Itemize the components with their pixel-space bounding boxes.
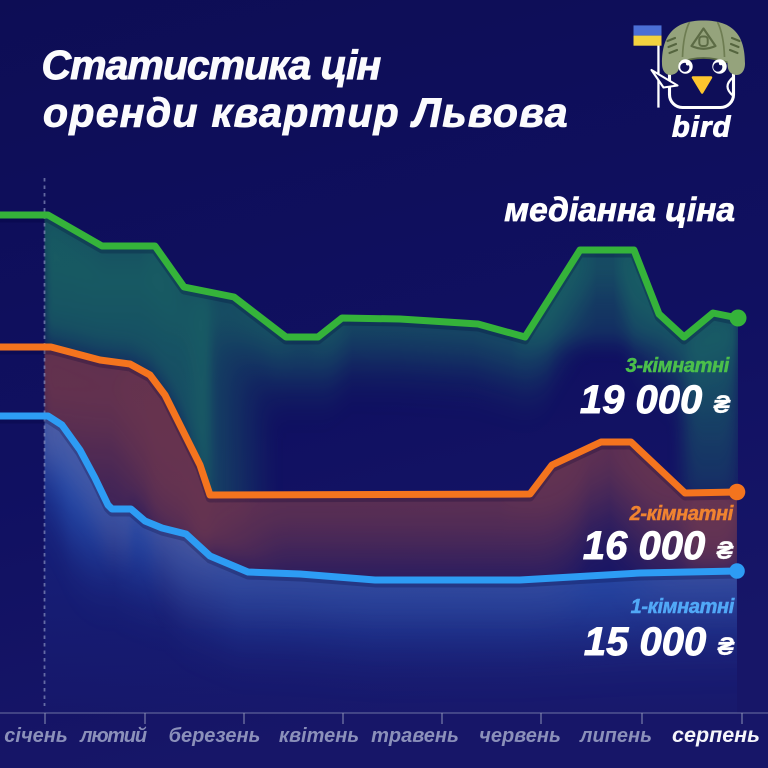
svg-text:1-кімнатні: 1-кімнатні bbox=[631, 596, 735, 618]
svg-text:16 000 ₴: 16 000 ₴ bbox=[583, 524, 734, 568]
svg-text:15 000 ₴: 15 000 ₴ bbox=[584, 620, 735, 664]
svg-text:травень: травень bbox=[371, 725, 459, 747]
svg-text:Статистика цін: Статистика цін bbox=[42, 42, 381, 88]
svg-text:медіанна ціна: медіанна ціна bbox=[504, 192, 735, 229]
svg-text:червень: червень bbox=[479, 725, 561, 747]
svg-text:оренди квартир Львова: оренди квартир Львова bbox=[43, 89, 569, 135]
svg-text:лютий: лютий bbox=[79, 725, 147, 747]
svg-text:серпень: серпень bbox=[672, 723, 760, 747]
svg-text:bird: bird bbox=[672, 112, 732, 144]
svg-text:2-кімнатні: 2-кімнатні bbox=[629, 503, 734, 525]
svg-text:19 000 ₴: 19 000 ₴ bbox=[580, 378, 731, 422]
svg-text:березень: березень bbox=[169, 725, 261, 747]
svg-text:квітень: квітень bbox=[279, 725, 359, 747]
svg-text:липень: липень bbox=[579, 725, 652, 747]
svg-text:3-кімнатні: 3-кімнатні bbox=[626, 355, 730, 377]
svg-text:січень: січень bbox=[4, 725, 67, 747]
